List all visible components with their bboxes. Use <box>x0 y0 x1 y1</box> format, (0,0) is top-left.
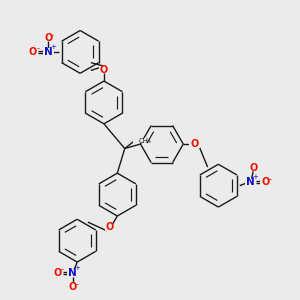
FancyBboxPatch shape <box>245 178 256 186</box>
FancyBboxPatch shape <box>248 164 259 171</box>
FancyBboxPatch shape <box>99 66 109 73</box>
FancyBboxPatch shape <box>260 178 271 186</box>
Text: -: - <box>36 44 39 53</box>
Text: CH₃: CH₃ <box>139 138 152 144</box>
Text: +: + <box>74 265 80 271</box>
FancyBboxPatch shape <box>68 283 78 290</box>
FancyBboxPatch shape <box>43 34 54 40</box>
Text: N: N <box>44 47 53 57</box>
Text: N: N <box>68 268 77 278</box>
Text: -: - <box>51 31 54 40</box>
Text: O: O <box>190 139 199 149</box>
Text: +: + <box>50 44 56 50</box>
Text: O: O <box>44 33 52 43</box>
Text: -: - <box>61 266 64 274</box>
FancyBboxPatch shape <box>43 48 54 56</box>
Text: O: O <box>106 222 114 232</box>
FancyBboxPatch shape <box>68 269 78 277</box>
FancyBboxPatch shape <box>28 48 38 56</box>
Text: O: O <box>53 268 61 278</box>
Text: +: + <box>252 174 258 180</box>
FancyBboxPatch shape <box>133 138 145 143</box>
Text: O: O <box>100 65 108 75</box>
Text: O: O <box>249 163 257 173</box>
FancyBboxPatch shape <box>189 140 200 148</box>
Text: O: O <box>262 177 270 187</box>
Text: -: - <box>76 280 79 289</box>
Text: O: O <box>69 282 77 292</box>
FancyBboxPatch shape <box>52 269 63 277</box>
FancyBboxPatch shape <box>104 224 115 231</box>
Text: O: O <box>29 47 37 57</box>
Text: -: - <box>269 175 272 184</box>
Text: N: N <box>246 177 254 187</box>
